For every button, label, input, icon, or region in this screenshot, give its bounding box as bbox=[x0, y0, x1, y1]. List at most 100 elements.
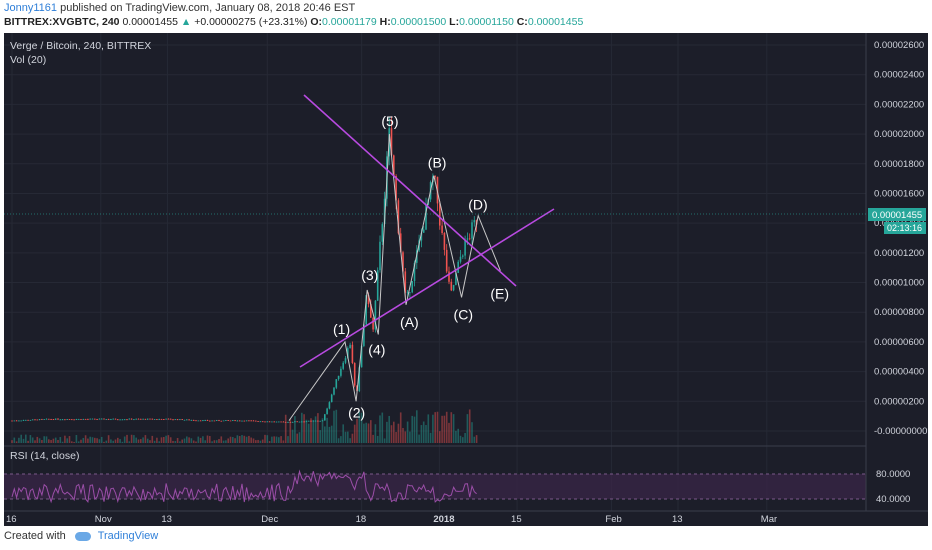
candle-body bbox=[27, 419, 29, 421]
volume-bar bbox=[135, 437, 137, 443]
candle-body bbox=[61, 419, 64, 421]
open-value: 0.00001179 bbox=[322, 16, 377, 28]
volume-bar bbox=[66, 438, 68, 443]
volume-bar bbox=[351, 433, 354, 443]
volume-bar bbox=[241, 435, 243, 443]
price-tick: 0.00002400 bbox=[874, 70, 924, 81]
candle-body bbox=[64, 419, 66, 421]
volume-bar bbox=[87, 438, 89, 443]
up-arrow-icon: ▲ bbox=[180, 16, 192, 28]
candle-body bbox=[264, 421, 266, 423]
volume-bar bbox=[13, 437, 16, 443]
volume-bar bbox=[192, 440, 195, 443]
volume-bar bbox=[232, 437, 234, 443]
chart-area[interactable]: (1) (2) (3) (4) (5) (A) (B) (C) (D) (E) Verge / B… bbox=[4, 33, 928, 526]
volume-bar bbox=[409, 431, 411, 443]
candle-body bbox=[165, 418, 167, 420]
volume-bar bbox=[149, 440, 151, 443]
volume-bar bbox=[413, 416, 416, 443]
candle-body bbox=[443, 233, 446, 250]
candle-body bbox=[48, 418, 50, 420]
candle-body bbox=[287, 421, 289, 423]
candle-body bbox=[294, 421, 296, 423]
volume-bar bbox=[34, 440, 36, 443]
candle-body bbox=[363, 324, 365, 346]
volume-bar bbox=[96, 438, 98, 443]
candle-body bbox=[333, 387, 335, 395]
chart-svg[interactable]: (1) (2) (3) (4) (5) (A) (B) (C) (D) (E) Verge / B… bbox=[4, 33, 928, 526]
volume-bar bbox=[114, 439, 117, 443]
candle-body bbox=[15, 420, 18, 422]
candle-body bbox=[245, 420, 248, 422]
volume-bar bbox=[459, 435, 462, 443]
candle-body bbox=[87, 419, 89, 420]
volume-bar bbox=[71, 441, 73, 443]
candle-body bbox=[96, 419, 98, 420]
volume-bar bbox=[38, 438, 41, 443]
volume-bar bbox=[390, 425, 393, 443]
candle-body bbox=[137, 418, 140, 420]
candle-body bbox=[218, 420, 220, 422]
volume-bar bbox=[261, 439, 264, 443]
wave-label: (D) bbox=[468, 197, 487, 213]
candle-body bbox=[229, 420, 232, 422]
candle-body bbox=[186, 419, 188, 421]
volume-bar bbox=[418, 434, 420, 443]
candle-body bbox=[156, 419, 158, 420]
time-tick: 16 bbox=[6, 514, 17, 525]
candle-body bbox=[259, 421, 262, 423]
price-tick: 0.00001600 bbox=[874, 188, 924, 199]
volume-bar bbox=[73, 441, 75, 443]
volume-bar bbox=[268, 441, 271, 443]
volume-bar bbox=[89, 436, 91, 443]
candle-body bbox=[425, 204, 427, 230]
candle-body bbox=[174, 419, 177, 421]
volume-bar bbox=[163, 436, 165, 443]
volume-bar bbox=[372, 434, 374, 443]
candle-body bbox=[103, 418, 105, 420]
candle-body bbox=[337, 375, 340, 380]
volume-bar bbox=[107, 435, 110, 443]
volume-bar bbox=[57, 440, 59, 443]
tradingview-cloud-icon bbox=[74, 531, 91, 541]
candle-body bbox=[213, 420, 216, 422]
lower-trendline[interactable] bbox=[299, 208, 555, 368]
time-tick: 13 bbox=[161, 514, 172, 525]
volume-bar bbox=[273, 436, 275, 443]
candle-body bbox=[353, 362, 356, 386]
candle-body bbox=[324, 414, 326, 421]
volume-bar bbox=[126, 434, 128, 443]
volume-bar bbox=[284, 414, 287, 443]
upper-trendline[interactable] bbox=[303, 94, 517, 287]
volume-bar bbox=[344, 431, 347, 443]
volume-bar bbox=[75, 435, 78, 443]
volume-bar bbox=[213, 440, 216, 443]
time-tick: Nov bbox=[95, 514, 112, 525]
volume-bar bbox=[376, 435, 379, 443]
volume-bar bbox=[52, 438, 55, 443]
volume-bar bbox=[105, 440, 108, 443]
volume-bar bbox=[176, 438, 179, 443]
volume-bar bbox=[278, 437, 280, 443]
tradingview-link[interactable]: TradingView bbox=[97, 530, 159, 542]
volume-bar bbox=[54, 437, 57, 443]
candle-body bbox=[250, 420, 252, 422]
volume-bar bbox=[64, 435, 66, 443]
candle-body bbox=[296, 421, 298, 423]
candle-body bbox=[280, 421, 282, 423]
candle-body bbox=[82, 419, 85, 420]
candle-body bbox=[317, 420, 319, 422]
volume-bar bbox=[280, 436, 282, 443]
candle-body bbox=[413, 262, 416, 282]
candle-body bbox=[52, 419, 55, 421]
ohlc-header: BITTREX:XVGBTC, 240 0.00001455 ▲ +0.0000… bbox=[4, 16, 583, 28]
candle-body bbox=[471, 222, 473, 239]
candle-body bbox=[25, 419, 27, 421]
volume-bar bbox=[220, 436, 223, 443]
author-link[interactable]: Jonny1161 bbox=[4, 2, 58, 14]
wave-lines bbox=[288, 134, 501, 421]
candle-body bbox=[172, 419, 174, 421]
volume-bar bbox=[266, 435, 269, 443]
candle-body bbox=[278, 421, 280, 423]
candle-body bbox=[75, 419, 78, 420]
